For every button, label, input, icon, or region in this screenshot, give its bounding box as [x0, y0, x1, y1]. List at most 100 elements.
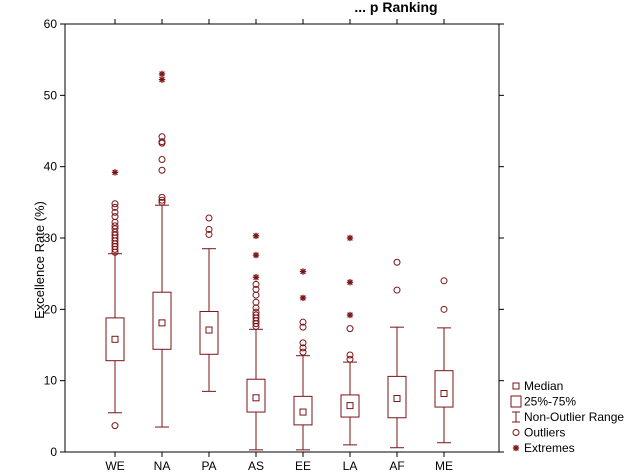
- outlier-point: [205, 225, 213, 233]
- outlier-point: [252, 308, 260, 316]
- outlier-point: [205, 214, 213, 222]
- y-tick-label: 10: [44, 374, 58, 388]
- median-marker: [111, 335, 119, 343]
- y-axis-title: Excellence Rate (%): [32, 201, 47, 319]
- y-tick-label: 30: [44, 231, 58, 245]
- legend: Median 25%-75%Non-Outlier Range OutliersEx…: [510, 379, 624, 455]
- median-marker: [252, 394, 260, 402]
- median-marker: [205, 326, 213, 334]
- outlier-point: [205, 230, 213, 238]
- outlier-point: [158, 166, 166, 174]
- box-group: [387, 258, 407, 449]
- extreme-point: [299, 268, 307, 275]
- extreme-point: [299, 294, 307, 302]
- median-marker: [440, 390, 448, 398]
- legend-item: Median: [512, 379, 563, 393]
- plot-area: 0 10 20 30 40 50 60 WE NA PA AS EE LA AF ME: [44, 17, 504, 473]
- legend-box-symbol: [510, 395, 522, 408]
- y-tick-label: 20: [44, 302, 58, 316]
- outlier-point: [252, 285, 260, 293]
- y-tick-label: 60: [44, 17, 58, 31]
- iqr-box: [152, 291, 172, 350]
- plot-frame: [64, 23, 500, 453]
- outlier-point: [299, 318, 307, 326]
- legend-label: Non-Outlier Range: [524, 410, 624, 424]
- extreme-point: [346, 234, 354, 242]
- outlier-point: [440, 305, 448, 313]
- outlier-point: [158, 198, 166, 206]
- x-tick-label: NA: [154, 459, 171, 473]
- box-group: [434, 277, 454, 444]
- outlier-point: [158, 138, 166, 146]
- outlier-point: [158, 133, 166, 141]
- box-group: [199, 214, 219, 392]
- legend-item: Extremes: [512, 441, 575, 455]
- x-tick-label: LA: [343, 459, 358, 473]
- outlier-point: [346, 325, 354, 333]
- outlier-point: [111, 218, 119, 226]
- outlier-point: [393, 286, 401, 294]
- legend-outlier-symbol: [512, 429, 520, 436]
- x-tick-label: AF: [389, 459, 404, 473]
- outlier-point: [299, 344, 307, 352]
- y-tick-label: 40: [44, 160, 58, 174]
- extreme-point: [111, 169, 119, 176]
- outlier-point: [299, 323, 307, 331]
- extreme-point: [252, 232, 260, 240]
- legend-label: Extremes: [524, 441, 575, 455]
- x-tick-label: PA: [201, 459, 216, 473]
- outlier-point: [158, 193, 166, 201]
- outlier-point: [111, 200, 119, 208]
- outlier-point: [299, 348, 307, 356]
- outlier-point: [346, 351, 354, 359]
- iqr-box: [434, 370, 454, 408]
- outlier-point: [252, 304, 260, 312]
- outlier-point: [158, 156, 166, 164]
- outlier-point: [158, 196, 166, 204]
- legend-median-symbol: [512, 382, 520, 390]
- legend-extreme-symbol: [512, 444, 520, 452]
- outlier-point: [252, 298, 260, 306]
- iqr-box: [246, 378, 266, 413]
- extreme-point: [346, 279, 354, 286]
- legend-item: Outliers: [512, 426, 565, 440]
- outlier-point: [346, 355, 354, 363]
- iqr-box: [105, 317, 125, 362]
- legend-label: 25%-75%: [524, 395, 576, 409]
- extreme-point: [158, 76, 166, 83]
- chart-title: ... p Ranking: [354, 0, 437, 15]
- outlier-point: [252, 291, 260, 299]
- box-group: [152, 70, 172, 428]
- outlier-point: [111, 213, 119, 221]
- box-group: [105, 169, 125, 430]
- legend-item: 25%-75%: [510, 395, 576, 409]
- median-marker: [346, 402, 354, 410]
- legend-whisker-symbol: [512, 411, 520, 423]
- y-tick-label: 0: [50, 445, 57, 459]
- outlier-point: [111, 208, 119, 216]
- extreme-point: [158, 70, 166, 78]
- x-tick-label: ME: [435, 459, 453, 473]
- outlier-point: [111, 422, 119, 430]
- extreme-point: [346, 311, 354, 319]
- outlier-point: [440, 277, 448, 285]
- x-tick-label: AS: [248, 459, 264, 473]
- median-marker: [158, 319, 166, 327]
- box-group: [340, 234, 360, 446]
- box-group: [246, 232, 266, 451]
- median-marker: [299, 408, 307, 416]
- box-group: [293, 268, 313, 451]
- y-tick-label: 50: [44, 88, 58, 102]
- outlier-point: [111, 203, 119, 211]
- iqr-box: [387, 375, 407, 419]
- outlier-point: [299, 339, 307, 347]
- iqr-box: [293, 395, 313, 426]
- outlier-point: [111, 222, 119, 230]
- x-tick-label: WE: [105, 459, 124, 473]
- legend-label: Outliers: [524, 426, 565, 440]
- legend-label: Median: [524, 379, 563, 393]
- outlier-point: [252, 280, 260, 288]
- iqr-box: [340, 394, 360, 418]
- x-tick-label: EE: [295, 459, 311, 473]
